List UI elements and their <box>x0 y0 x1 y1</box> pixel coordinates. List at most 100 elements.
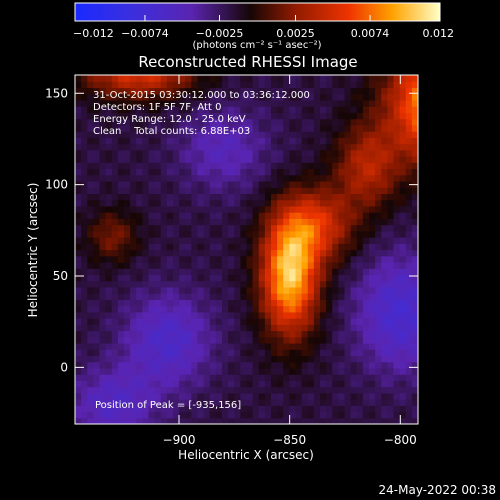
heatmap-cell <box>185 230 192 238</box>
heatmap-cell <box>209 411 217 419</box>
heatmap-cell <box>338 392 346 400</box>
heatmap-cell <box>203 305 211 313</box>
heatmap-cell <box>411 87 418 95</box>
heatmap-cell <box>105 349 113 357</box>
heatmap-cell <box>393 255 401 263</box>
heatmap-cell <box>105 336 113 344</box>
heatmap-cell <box>258 224 266 232</box>
heatmap-cell <box>320 106 327 113</box>
heatmap-cell <box>234 380 241 388</box>
heatmap-cell <box>99 268 107 276</box>
heatmap-cell <box>117 131 125 138</box>
heatmap-cell <box>399 392 407 400</box>
heatmap-cell <box>136 149 143 157</box>
heatmap-cell <box>173 81 180 89</box>
heatmap-cell <box>320 131 327 138</box>
heatmap-cell <box>387 199 395 207</box>
heatmap-cell <box>332 268 339 276</box>
heatmap-cell <box>393 249 401 257</box>
heatmap-cell <box>124 293 131 300</box>
heatmap-cell <box>93 355 101 363</box>
heatmap-cell <box>313 336 321 344</box>
heatmap-cell <box>209 336 217 344</box>
heatmap-cell <box>375 280 382 288</box>
heatmap-cell <box>222 255 229 263</box>
heatmap-cell <box>313 137 321 145</box>
heatmap-cell <box>111 199 119 207</box>
heatmap-cell <box>381 237 388 244</box>
heatmap-cell <box>350 355 358 363</box>
heatmap-cell <box>387 318 395 325</box>
heatmap-cell <box>228 336 235 344</box>
heatmap-cell <box>289 293 297 300</box>
heatmap-cell <box>173 143 180 151</box>
heatmap-cell <box>124 405 131 413</box>
heatmap-cell <box>142 156 150 163</box>
heatmap-cell <box>338 212 346 219</box>
heatmap-cell <box>258 93 266 101</box>
heatmap-cell <box>277 417 284 424</box>
heatmap-cell <box>369 386 376 394</box>
heatmap-cell <box>338 124 346 132</box>
heatmap-cell <box>326 99 333 107</box>
heatmap-cell <box>222 99 229 107</box>
heatmap-cell <box>99 299 107 307</box>
heatmap-cell <box>75 237 82 244</box>
heatmap-cell <box>117 81 125 89</box>
heatmap-cell <box>332 349 339 357</box>
heatmap-cell <box>124 75 131 82</box>
heatmap-cell <box>179 230 186 238</box>
heatmap-cell <box>234 318 241 325</box>
heatmap-cell <box>295 280 303 288</box>
heatmap-cell <box>75 324 82 332</box>
heatmap-cell <box>179 380 186 388</box>
heatmap-cell <box>209 417 217 424</box>
heatmap-cell <box>258 361 266 369</box>
heatmap-cell <box>277 168 284 176</box>
heatmap-cell <box>93 137 101 145</box>
heatmap-cell <box>356 99 364 107</box>
heatmap-cell <box>142 180 150 188</box>
heatmap-cell <box>148 386 156 394</box>
heatmap-cell <box>411 336 418 344</box>
heatmap-cell <box>369 274 376 282</box>
heatmap-cell <box>283 112 290 120</box>
heatmap-cell <box>124 149 131 157</box>
heatmap-cell <box>130 99 137 107</box>
heatmap-cell <box>124 224 131 232</box>
heatmap-cell <box>215 243 223 251</box>
heatmap-cell <box>93 180 101 188</box>
heatmap-cell <box>362 268 370 276</box>
heatmap-cell <box>191 224 199 232</box>
heatmap-cell <box>136 399 143 406</box>
heatmap-cell <box>393 106 401 113</box>
heatmap-cell <box>369 392 376 400</box>
heatmap-cell <box>203 93 211 101</box>
heatmap-cell <box>301 374 309 381</box>
heatmap-cell <box>283 243 290 251</box>
heatmap-cell <box>295 293 303 300</box>
heatmap-cell <box>277 149 284 157</box>
heatmap-cell <box>222 193 229 201</box>
heatmap-cell <box>264 93 272 101</box>
heatmap-cell <box>362 99 370 107</box>
heatmap-cell <box>191 99 199 107</box>
heatmap-cell <box>130 87 137 95</box>
heatmap-cell <box>191 168 199 176</box>
heatmap-cell <box>362 392 370 400</box>
heatmap-cell <box>307 380 315 388</box>
heatmap-cell <box>252 280 260 288</box>
heatmap-cell <box>264 274 272 282</box>
heatmap-cell <box>307 355 315 363</box>
heatmap-cell <box>246 268 254 276</box>
heatmap-cell <box>166 174 174 182</box>
heatmap-cell <box>148 87 156 95</box>
heatmap-cell <box>393 124 401 132</box>
heatmap-cell <box>93 75 101 82</box>
heatmap-cell <box>301 336 309 344</box>
heatmap-cell <box>264 349 272 357</box>
heatmap-cell <box>350 199 358 207</box>
heatmap-cell <box>393 118 401 126</box>
heatmap-cell <box>228 118 235 126</box>
heatmap-cell <box>130 330 137 338</box>
